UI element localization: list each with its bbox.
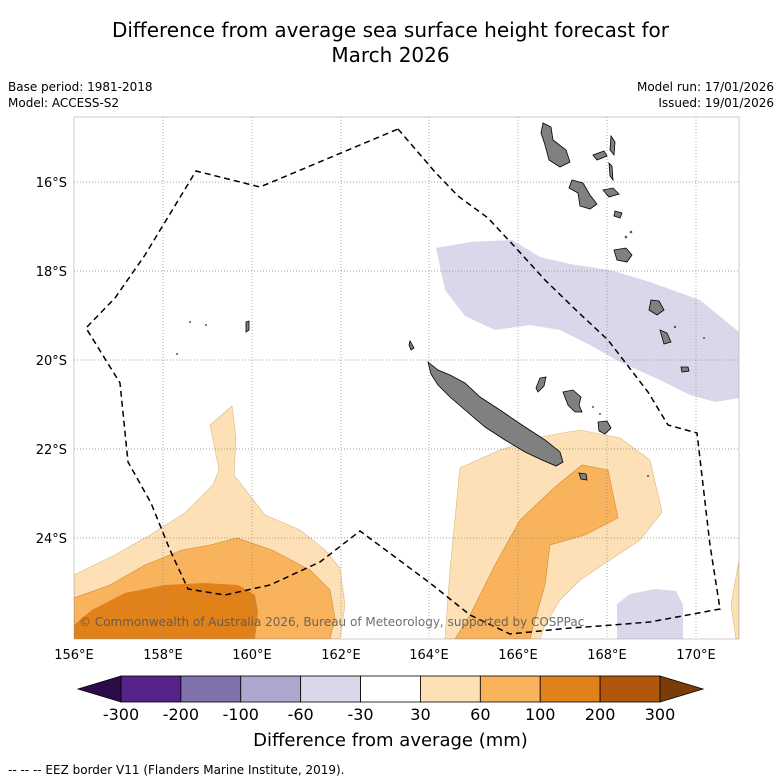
colorbar-segment [240, 675, 302, 703]
loyalty-islands-lifou [562, 389, 583, 413]
lon-label: 166°E [498, 648, 538, 663]
lon-label: 160°E [232, 648, 272, 663]
colorbar-segment [539, 675, 601, 703]
latitude-labels: 16°S 18°S 20°S 22°S 24°S [36, 176, 67, 547]
vanuatu-efate [613, 247, 633, 263]
land-masses [245, 122, 690, 481]
colorbar-segment [479, 675, 541, 703]
meta-right: Model run: 17/01/2026 Issued: 19/01/2026 [637, 79, 774, 111]
lon-label: 164°E [409, 648, 449, 663]
loyalty-islands-mare [597, 420, 612, 435]
vanuatu-espiritu-santo [540, 122, 571, 168]
title-line-1: Difference from average sea surface heig… [111, 18, 670, 42]
vanuatu-ambae [592, 150, 608, 161]
colorbar-tick-label: 60 [470, 705, 491, 724]
vanuatu-aneityum [680, 366, 690, 373]
small-islets [176, 230, 705, 477]
colorbar-tick-label: -300 [102, 705, 140, 724]
vanuatu-malekula [568, 179, 598, 210]
vanuatu-maewo [609, 134, 616, 157]
positive-60-zone-east [454, 464, 619, 639]
lon-label: 170°E [676, 648, 716, 663]
lat-label: 18°S [36, 265, 67, 280]
colorbar-segment [420, 675, 481, 703]
lat-label: 16°S [36, 176, 67, 191]
vanuatu-ambrym [602, 187, 620, 198]
colorbar-segment [599, 675, 661, 703]
positive-30-sliver-east [730, 559, 739, 639]
colorbar-title: Difference from average (mm) [253, 730, 528, 751]
colorbar-tick-label: -100 [222, 705, 259, 724]
title-line-2: March 2026 [331, 43, 450, 67]
vanuatu-tanna [659, 329, 672, 345]
colorbar-extend-high [659, 675, 705, 703]
colorbar-tick-label: 300 [644, 705, 676, 724]
lat-label: 22°S [36, 443, 67, 458]
colorbar-tick-label: -30 [347, 705, 374, 724]
loyalty-islands-ouvea [535, 376, 547, 393]
matthew-island [578, 472, 588, 481]
colorbar-segment [360, 675, 421, 703]
positive-100-zone-west [74, 583, 258, 639]
gridlines [74, 117, 739, 639]
lon-label: 162°E [321, 648, 361, 663]
colorbar-tick-label: 200 [584, 705, 616, 724]
model-name: Model: ACCESS-S2 [8, 96, 120, 110]
negative-anomaly-zone-south [617, 589, 683, 639]
anomaly-field [74, 240, 739, 639]
new-caledonia-island [427, 360, 564, 467]
footer-legend: -- -- -- EEZ border V11 (Flanders Marine… [8, 763, 345, 777]
colorbar [76, 675, 705, 703]
copyright-watermark: © Commonwealth of Australia 2026, Bureau… [79, 615, 584, 629]
eez-border [85, 128, 721, 635]
lon-label: 156°E [54, 648, 94, 663]
meta-left: Base period: 1981-2018 Model: ACCESS-S2 [8, 79, 153, 111]
vanuatu-epi [613, 210, 623, 219]
chart-title: Difference from average sea surface heig… [0, 18, 781, 68]
colorbar-tick-label: -60 [287, 705, 314, 724]
colorbar-tick-label: -200 [162, 705, 200, 724]
map-frame [73, 116, 740, 640]
base-period: Base period: 1981-2018 [8, 80, 153, 94]
colorbar-tick-label: 100 [524, 705, 556, 724]
lat-label: 24°S [36, 532, 67, 547]
lat-label: 20°S [36, 354, 67, 369]
colorbar-tick-label: 30 [410, 705, 431, 724]
colorbar-segment [300, 675, 361, 703]
colorbar-extend-low [76, 675, 122, 703]
issued-date: Issued: 19/01/2026 [658, 96, 774, 110]
lon-label: 158°E [143, 648, 183, 663]
chesterfield-islet [245, 320, 250, 333]
lon-label: 168°E [587, 648, 627, 663]
longitude-labels: 156°E 158°E 160°E 162°E 164°E 166°E 168°… [54, 648, 716, 663]
model-run: Model run: 17/01/2026 [636, 80, 774, 94]
colorbar-segment [180, 675, 242, 703]
vanuatu-erromango [648, 299, 665, 316]
vanuatu-pentecost [608, 161, 614, 182]
belep-islet [408, 339, 415, 351]
colorbar-segment [120, 675, 182, 703]
